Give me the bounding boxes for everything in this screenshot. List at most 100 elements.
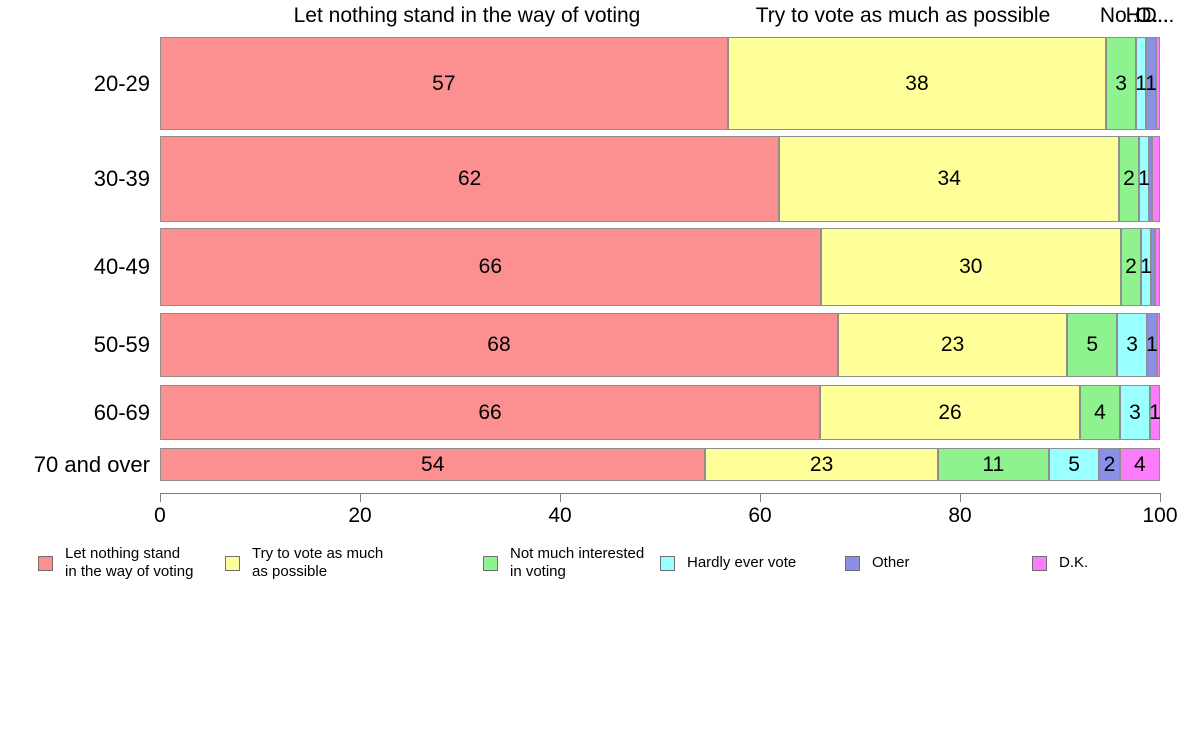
bar-row: 54 23 11 5 2 4 — [160, 448, 1160, 481]
bar-segment — [1150, 385, 1160, 440]
segment-value-label: 66 — [478, 400, 502, 424]
bar-segment — [1146, 37, 1156, 130]
bar-segment — [1156, 37, 1160, 130]
segment-value-label: 1 — [1135, 71, 1147, 95]
category-label: 20-29 — [93, 71, 150, 96]
legend-label-line: in voting — [510, 563, 566, 580]
legend-label-line: as possible — [252, 563, 328, 580]
axis-tick — [760, 493, 761, 502]
axis-tick-label: 20 — [348, 504, 372, 527]
bar-segment — [820, 228, 1121, 306]
legend-label-line: Hardly ever vote — [687, 554, 797, 571]
segment-value-label: 4 — [1094, 400, 1106, 424]
bar-row: 66 26 4 3 1 — [160, 385, 1161, 440]
segment-value-label: 2 — [1125, 255, 1137, 278]
legend-label: Try to vote as much as possible — [252, 545, 383, 581]
category-label: 50-59 — [93, 332, 150, 357]
bar-row: 62 34 2 1 — [160, 136, 1160, 222]
segment-value-label: 1 — [1138, 167, 1150, 190]
column-header: Try to vote as much as possible — [755, 4, 1051, 27]
segment-value-label: 3 — [1126, 333, 1138, 356]
bar-segment — [160, 313, 838, 377]
bar-segment — [820, 385, 1080, 440]
axis-tick — [1160, 493, 1161, 502]
legend-item: Try to vote as much as possible — [225, 541, 383, 585]
legend-label-line: Not much interested — [510, 545, 645, 562]
segment-value-label: 5 — [1086, 333, 1099, 356]
segment-value-label: 1 — [1140, 255, 1152, 278]
bar-segment — [1139, 136, 1149, 222]
bar-segment — [1154, 228, 1160, 306]
bar-segment — [1150, 228, 1155, 306]
bar-segment — [1106, 37, 1137, 130]
axis-tick — [160, 493, 161, 502]
segment-value-label: 66 — [478, 255, 503, 278]
legend-item: Hardly ever vote — [660, 541, 796, 585]
column-header: O... — [1135, 4, 1169, 27]
legend-label: D.K. — [1059, 554, 1088, 572]
category-label: 70 and over — [33, 452, 150, 477]
legend-label-line: Other — [872, 554, 910, 571]
column-header: No... — [1099, 4, 1145, 27]
segment-value-label: 23 — [940, 333, 965, 356]
bar-segment — [705, 448, 938, 481]
bar-segment — [160, 136, 780, 222]
segment-value-label: 54 — [421, 452, 445, 476]
axis-tick-label: 40 — [548, 504, 572, 527]
legend-item: Not much interested in voting — [483, 541, 644, 585]
legend-swatch — [225, 555, 240, 571]
legend-swatch — [845, 555, 860, 571]
category-label: 30-39 — [93, 166, 150, 191]
bar-segment — [1157, 313, 1160, 377]
segment-value-label: 11 — [982, 452, 1005, 476]
legend-swatch — [660, 555, 675, 571]
bar-segment — [160, 37, 728, 130]
segment-value-label: 62 — [458, 167, 482, 190]
legend-swatch — [1032, 555, 1047, 571]
axis-tick-label: 0 — [154, 504, 166, 527]
bar-segment — [1067, 313, 1118, 377]
bar-segment — [1099, 448, 1120, 481]
bar-segment — [1119, 448, 1160, 481]
bar-segment — [1147, 313, 1157, 377]
legend-swatch — [483, 555, 498, 571]
segment-value-label: 1 — [1145, 71, 1157, 95]
column-header: D... — [1141, 4, 1175, 27]
bar-row: 66 30 2 1 — [160, 228, 1160, 306]
bar-segment — [937, 448, 1049, 481]
bar-row: 68 23 5 3 1 — [160, 313, 1160, 377]
segment-value-label: 68 — [487, 333, 511, 356]
axis-tick-label: 60 — [748, 504, 772, 527]
bar-segment — [1152, 136, 1160, 222]
bar-segment — [160, 448, 706, 481]
axis-tick — [360, 493, 361, 502]
segment-value-label: 23 — [809, 452, 834, 476]
legend-label-line: Let nothing stand — [65, 545, 181, 562]
category-label: 60-69 — [93, 400, 150, 425]
bar-segment — [1080, 385, 1120, 440]
segment-value-label: 26 — [938, 400, 962, 424]
legend-label-line: Try to vote as much — [252, 545, 384, 562]
category-label: 40-49 — [93, 254, 150, 279]
segment-value-label: 57 — [432, 71, 456, 95]
bar-segment — [1140, 228, 1151, 306]
legend-label: Not much interested in voting — [510, 545, 644, 581]
legend-label: Let nothing stand in the way of voting — [65, 545, 193, 581]
bar-segment — [160, 228, 821, 306]
column-header: Let nothing stand in the way of voting — [293, 4, 641, 27]
bar-segment — [1149, 136, 1152, 222]
bar-segment — [727, 37, 1107, 130]
legend-item: Let nothing stand in the way of voting — [38, 541, 193, 585]
axis-tick-label: 80 — [948, 504, 972, 527]
segment-value-label: 2 — [1103, 452, 1116, 476]
segment-value-label: 3 — [1129, 400, 1141, 424]
column-header: H... — [1125, 4, 1159, 27]
segment-value-label: 5 — [1068, 452, 1080, 476]
axis-tick-label: 100 — [1142, 504, 1178, 527]
legend-item: Other — [845, 541, 910, 585]
segment-value-label: 30 — [959, 255, 983, 278]
segment-value-label: 1 — [1146, 333, 1158, 356]
bar-row: 57 38 3 1 1 — [160, 37, 1160, 130]
legend-label: Other — [872, 554, 910, 572]
bar-segment — [1136, 37, 1147, 130]
